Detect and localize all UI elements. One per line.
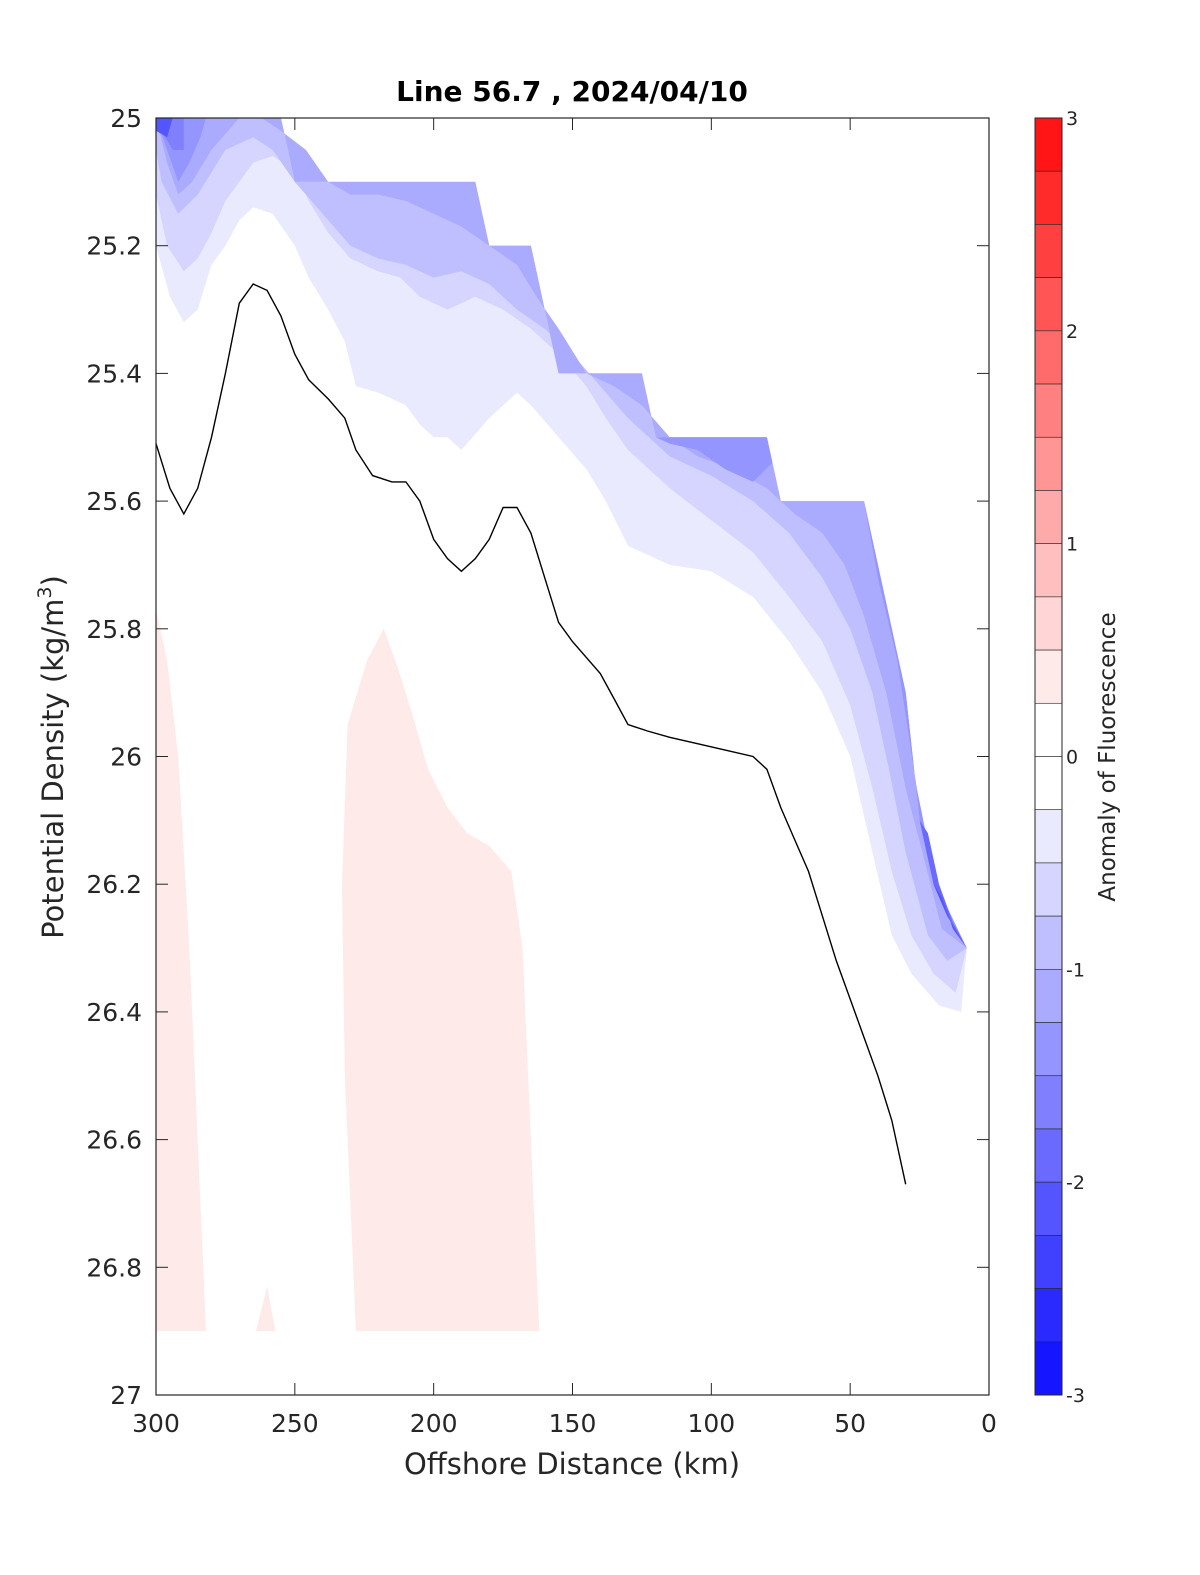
colorbar-band — [1034, 490, 1063, 544]
y-tick-label: 25.8 — [86, 615, 142, 644]
colorbar-band — [1034, 1341, 1063, 1396]
colorbar-band — [1034, 436, 1063, 491]
x-axis: 300 250 200 150 100 50 0 — [132, 118, 997, 1438]
colorbar-band — [1034, 543, 1063, 598]
colorbar-tick-label: 2 — [1066, 321, 1078, 343]
contour-region-0 — [156, 118, 967, 1012]
chart-title: Line 56.7 , 2024/04/10 — [396, 75, 748, 108]
y-tick-label: 25.4 — [86, 359, 142, 388]
colorbar-tick-label: 3 — [1066, 108, 1078, 130]
plot-background — [156, 118, 989, 1395]
x-tick-label: 100 — [687, 1409, 735, 1438]
colorbar-band — [1034, 596, 1063, 651]
y-tick-label: 25 — [110, 104, 142, 133]
y-tick-label: 25.2 — [86, 232, 142, 261]
colorbar-band — [1034, 1075, 1063, 1130]
y-axis-label-superscript: 3 — [34, 586, 56, 598]
colorbar-band — [1034, 1235, 1063, 1289]
x-tick-label: 300 — [132, 1409, 180, 1438]
x-tick-label: 0 — [981, 1409, 997, 1438]
colorbar-band — [1034, 224, 1063, 278]
colorbar-band — [1034, 117, 1063, 172]
colorbar: 3 2 1 0 -1 -2 -3 — [1034, 108, 1085, 1407]
contour-region-12 — [256, 1286, 276, 1332]
contour-region-9 — [156, 118, 173, 138]
colorbar-band — [1034, 1288, 1063, 1343]
contour-regions — [156, 118, 967, 1332]
colorbar-band — [1034, 277, 1063, 332]
y-tick-label: 26 — [110, 743, 142, 772]
x-axis-label: Offshore Distance (km) — [404, 1447, 740, 1481]
colorbar-frame — [1034, 117, 1063, 1396]
colorbar-tick-label: -1 — [1066, 959, 1085, 981]
colorbar-band — [1034, 702, 1063, 757]
colorbar-band — [1034, 649, 1063, 704]
y-tick-label: 26.4 — [86, 998, 142, 1027]
colorbar-band — [1034, 862, 1063, 917]
colorbar-tick-label: 1 — [1066, 534, 1078, 556]
colorbar-band — [1034, 1181, 1063, 1236]
y-axis-label: Potential Density (kg/m3) — [34, 575, 70, 939]
contour-region-1 — [156, 118, 967, 993]
contour-region-10 — [933, 884, 967, 949]
contour-region-13 — [342, 628, 540, 1332]
colorbar-band — [1034, 969, 1063, 1023]
x-tick-label: 150 — [549, 1409, 597, 1438]
y-tick-label: 25.6 — [86, 487, 142, 516]
y-tick-label: 26.8 — [86, 1253, 142, 1282]
colorbar-band — [1034, 1022, 1063, 1077]
contour-region-8 — [919, 820, 967, 949]
colorbar-band — [1034, 170, 1063, 225]
x-tick-label: 250 — [271, 1409, 319, 1438]
y-tick-label: 27 — [110, 1381, 142, 1410]
colorbar-label: Anomaly of Fluorescence — [1095, 612, 1121, 901]
colorbar-tick-label: 0 — [1066, 747, 1078, 769]
colorbar-band — [1034, 330, 1063, 385]
zero-contour-line — [155, 283, 907, 1185]
colorbar-band — [1034, 383, 1063, 438]
x-tick-label: 50 — [834, 1409, 866, 1438]
colorbar-band — [1034, 809, 1063, 864]
colorbar-tick-label: -2 — [1066, 1172, 1085, 1194]
colorbar-band — [1034, 915, 1063, 970]
y-tick-label: 26.2 — [86, 870, 142, 899]
contour-region-5 — [655, 437, 773, 482]
colorbar-band — [1034, 756, 1063, 811]
y-axis: 25 25.2 25.4 25.6 25.8 26 26.2 26.4 26.6 26.8 27 — [86, 104, 989, 1410]
y-tick-label: 26.6 — [86, 1126, 142, 1155]
colorbar-band — [1034, 1128, 1063, 1183]
x-tick-label: 200 — [410, 1409, 458, 1438]
contour-region-11 — [156, 609, 206, 1332]
zero-isoline — [155, 283, 907, 1185]
colorbar-tick-label: -3 — [1066, 1385, 1085, 1407]
contour-region-2 — [156, 118, 967, 961]
